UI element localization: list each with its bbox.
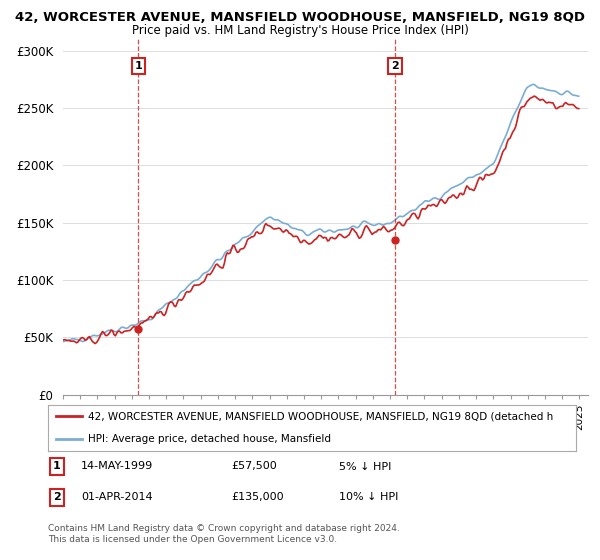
Text: Contains HM Land Registry data © Crown copyright and database right 2024.: Contains HM Land Registry data © Crown c… bbox=[48, 524, 400, 533]
Text: 1: 1 bbox=[134, 61, 142, 71]
Text: £57,500: £57,500 bbox=[231, 461, 277, 472]
Text: 42, WORCESTER AVENUE, MANSFIELD WOODHOUSE, MANSFIELD, NG19 8QD (detached h: 42, WORCESTER AVENUE, MANSFIELD WOODHOUS… bbox=[88, 412, 553, 421]
Text: £135,000: £135,000 bbox=[231, 492, 284, 502]
Text: 42, WORCESTER AVENUE, MANSFIELD WOODHOUSE, MANSFIELD, NG19 8QD: 42, WORCESTER AVENUE, MANSFIELD WOODHOUS… bbox=[15, 11, 585, 24]
Text: 10% ↓ HPI: 10% ↓ HPI bbox=[339, 492, 398, 502]
Text: 5% ↓ HPI: 5% ↓ HPI bbox=[339, 461, 391, 472]
Text: 1: 1 bbox=[53, 461, 61, 472]
Text: 2: 2 bbox=[391, 61, 399, 71]
Text: Price paid vs. HM Land Registry's House Price Index (HPI): Price paid vs. HM Land Registry's House … bbox=[131, 24, 469, 36]
Text: 2: 2 bbox=[53, 492, 61, 502]
Text: 01-APR-2014: 01-APR-2014 bbox=[81, 492, 152, 502]
Text: HPI: Average price, detached house, Mansfield: HPI: Average price, detached house, Mans… bbox=[88, 435, 331, 444]
Text: This data is licensed under the Open Government Licence v3.0.: This data is licensed under the Open Gov… bbox=[48, 535, 337, 544]
Text: 14-MAY-1999: 14-MAY-1999 bbox=[81, 461, 153, 472]
